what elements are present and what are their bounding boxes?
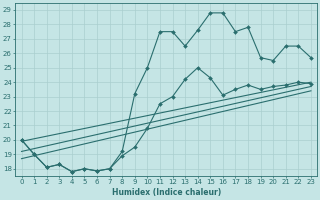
X-axis label: Humidex (Indice chaleur): Humidex (Indice chaleur) [112, 188, 221, 197]
